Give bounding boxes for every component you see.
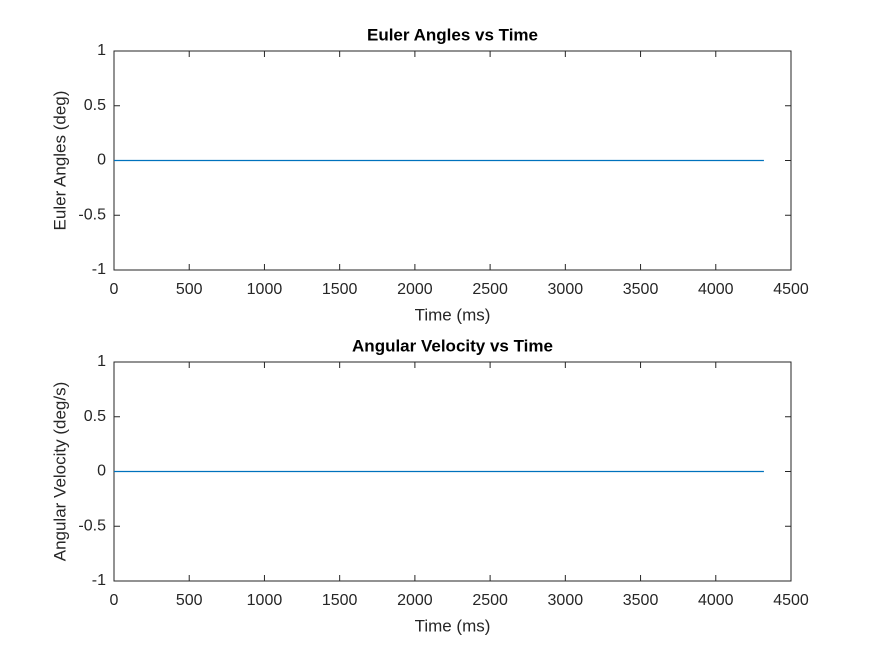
y-tick-label: 1 (97, 42, 106, 59)
y-tick-label: -1 (92, 572, 106, 589)
x-tick-label: 2500 (472, 592, 508, 609)
x-tick-label: 1000 (247, 281, 283, 298)
x-tick-label: 1000 (247, 592, 283, 609)
chart-title: Angular Velocity vs Time (352, 336, 553, 355)
y-tick-label: 0.5 (84, 408, 106, 425)
x-tick-label: 3000 (548, 281, 584, 298)
x-tick-label: 1500 (322, 592, 358, 609)
y-tick-label: 0.5 (84, 97, 106, 114)
x-tick-label: 1500 (322, 281, 358, 298)
x-tick-label: 4500 (773, 281, 809, 298)
x-tick-label: 0 (110, 592, 119, 609)
y-tick-label: 0 (97, 463, 106, 480)
x-tick-label: 500 (176, 592, 203, 609)
y-axis-label: Euler Angles (deg) (50, 91, 69, 231)
x-tick-label: 4000 (698, 592, 734, 609)
x-axis-label: Time (ms) (415, 305, 491, 324)
y-tick-label: 0 (97, 152, 106, 169)
x-tick-label: 2500 (472, 281, 508, 298)
y-tick-label: 1 (97, 353, 106, 370)
x-tick-label: 500 (176, 281, 203, 298)
x-tick-label: 3500 (623, 281, 659, 298)
x-tick-label: 2000 (397, 592, 433, 609)
y-tick-label: -1 (92, 261, 106, 278)
y-axis-label: Angular Velocity (deg/s) (50, 382, 69, 562)
y-tick-label: -0.5 (78, 517, 106, 534)
x-tick-label: 3000 (548, 592, 584, 609)
y-tick-label: -0.5 (78, 206, 106, 223)
x-axis-label: Time (ms) (415, 616, 491, 635)
x-tick-label: 0 (110, 281, 119, 298)
x-tick-label: 2000 (397, 281, 433, 298)
x-tick-label: 4000 (698, 281, 734, 298)
x-tick-label: 4500 (773, 592, 809, 609)
x-tick-label: 3500 (623, 592, 659, 609)
chart-title: Euler Angles vs Time (367, 25, 538, 44)
